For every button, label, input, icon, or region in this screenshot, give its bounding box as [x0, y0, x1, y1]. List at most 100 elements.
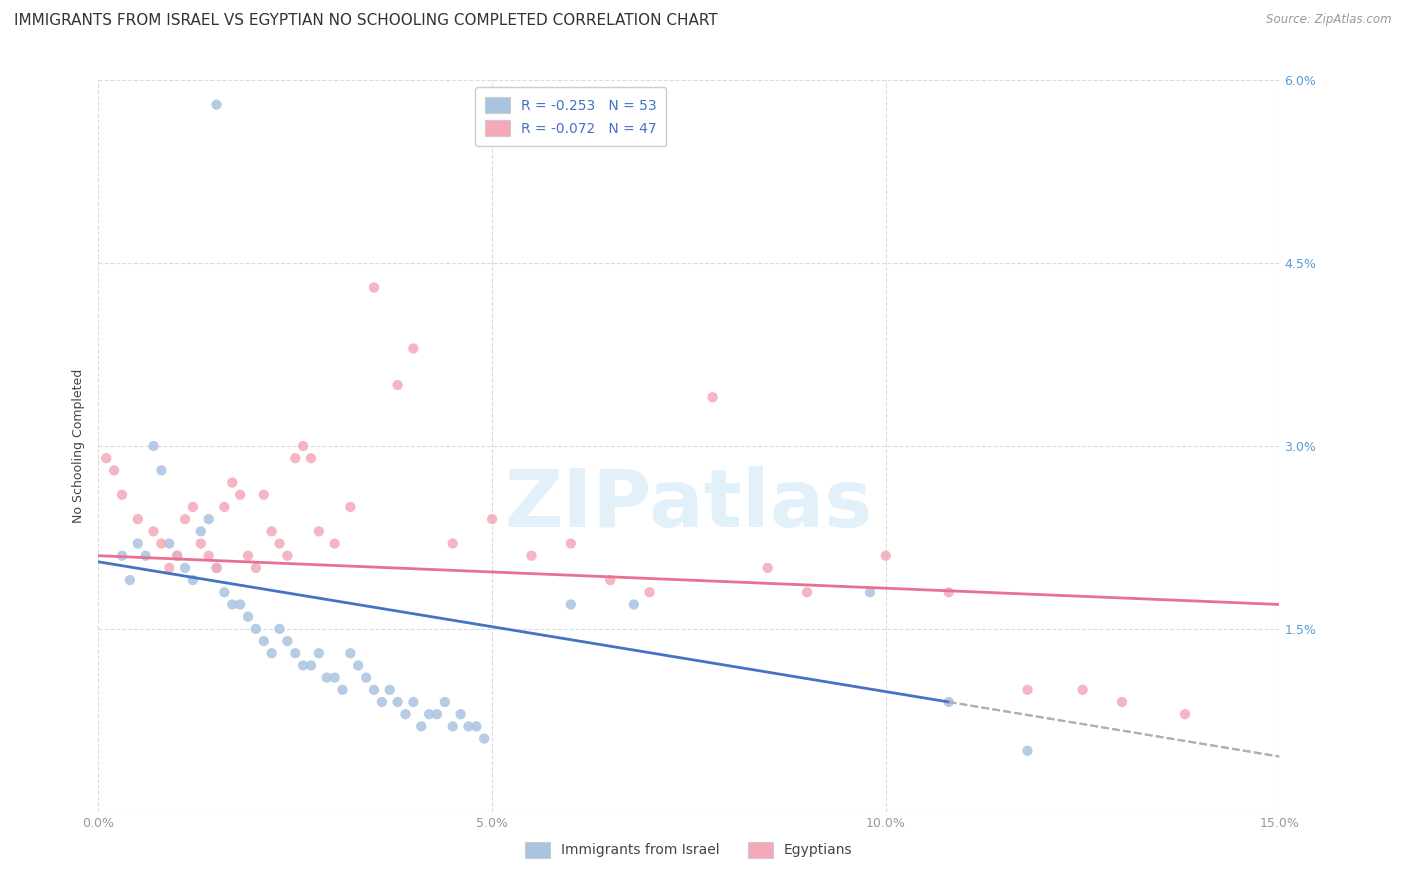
Point: [363, 682, 385, 697]
Point: [560, 536, 582, 550]
Point: [236, 549, 259, 563]
Point: [465, 719, 488, 733]
Point: [214, 500, 236, 514]
Point: [394, 707, 416, 722]
Point: [323, 671, 346, 685]
Point: [472, 731, 495, 746]
Text: IMMIGRANTS FROM ISRAEL VS EGYPTIAN NO SCHOOLING COMPLETED CORRELATION CHART: IMMIGRANTS FROM ISRAEL VS EGYPTIAN NO SC…: [14, 13, 718, 29]
Point: [371, 695, 394, 709]
Point: [402, 695, 425, 709]
Point: [756, 561, 779, 575]
Point: [1071, 682, 1094, 697]
Point: [354, 671, 377, 685]
Legend: Immigrants from Israel, Egyptians: Immigrants from Israel, Egyptians: [520, 836, 858, 863]
Point: [205, 97, 228, 112]
Point: [1017, 682, 1039, 697]
Point: [347, 658, 370, 673]
Point: [378, 682, 401, 697]
Point: [111, 549, 134, 563]
Point: [418, 707, 440, 722]
Point: [229, 488, 252, 502]
Point: [245, 622, 267, 636]
Point: [426, 707, 449, 722]
Point: [332, 682, 354, 697]
Point: [1174, 707, 1197, 722]
Point: [284, 646, 307, 660]
Point: [157, 536, 180, 550]
Point: [796, 585, 818, 599]
Point: [111, 488, 134, 502]
Point: [1111, 695, 1133, 709]
Point: [197, 512, 219, 526]
Y-axis label: No Schooling Completed: No Schooling Completed: [72, 369, 86, 523]
Text: ZIPatlas: ZIPatlas: [505, 466, 873, 543]
Text: Source: ZipAtlas.com: Source: ZipAtlas.com: [1267, 13, 1392, 27]
Point: [118, 573, 141, 587]
Point: [938, 695, 960, 709]
Point: [253, 488, 276, 502]
Point: [402, 342, 425, 356]
Point: [260, 646, 283, 660]
Point: [103, 463, 125, 477]
Point: [339, 500, 361, 514]
Point: [142, 439, 165, 453]
Point: [292, 658, 315, 673]
Point: [623, 598, 645, 612]
Point: [229, 598, 252, 612]
Point: [205, 561, 228, 575]
Point: [166, 549, 188, 563]
Point: [638, 585, 661, 599]
Point: [308, 524, 330, 539]
Point: [157, 561, 180, 575]
Point: [174, 512, 197, 526]
Point: [205, 561, 228, 575]
Point: [260, 524, 283, 539]
Point: [127, 512, 149, 526]
Point: [457, 719, 479, 733]
Point: [236, 609, 259, 624]
Point: [599, 573, 621, 587]
Point: [299, 451, 322, 466]
Point: [938, 585, 960, 599]
Point: [190, 536, 212, 550]
Point: [135, 549, 157, 563]
Point: [859, 585, 882, 599]
Point: [150, 536, 173, 550]
Point: [181, 500, 204, 514]
Point: [96, 451, 118, 466]
Point: [702, 390, 724, 404]
Point: [411, 719, 433, 733]
Point: [441, 719, 464, 733]
Point: [150, 463, 173, 477]
Point: [441, 536, 464, 550]
Point: [560, 598, 582, 612]
Point: [387, 695, 409, 709]
Point: [269, 622, 291, 636]
Point: [276, 549, 298, 563]
Point: [481, 512, 503, 526]
Point: [363, 280, 385, 294]
Point: [174, 561, 197, 575]
Point: [253, 634, 276, 648]
Point: [276, 634, 298, 648]
Point: [166, 549, 188, 563]
Point: [339, 646, 361, 660]
Point: [190, 524, 212, 539]
Point: [221, 598, 243, 612]
Point: [197, 549, 219, 563]
Point: [387, 378, 409, 392]
Point: [181, 573, 204, 587]
Point: [1017, 744, 1039, 758]
Point: [323, 536, 346, 550]
Point: [292, 439, 315, 453]
Point: [450, 707, 472, 722]
Point: [875, 549, 897, 563]
Point: [299, 658, 322, 673]
Point: [284, 451, 307, 466]
Point: [221, 475, 243, 490]
Point: [433, 695, 456, 709]
Point: [214, 585, 236, 599]
Point: [269, 536, 291, 550]
Point: [127, 536, 149, 550]
Point: [520, 549, 543, 563]
